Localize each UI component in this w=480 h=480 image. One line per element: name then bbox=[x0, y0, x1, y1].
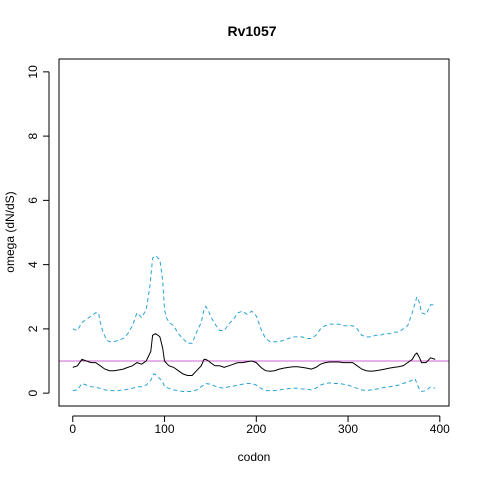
y-tick-label: 2 bbox=[26, 325, 40, 332]
y-tick-label: 4 bbox=[26, 261, 40, 268]
y-axis: 0 2 4 6 8 10 bbox=[26, 65, 50, 396]
x-tick-label: 300 bbox=[338, 422, 358, 436]
series-line-mean bbox=[72, 333, 436, 376]
chart-title: Rv1057 bbox=[227, 23, 276, 39]
x-tick-label: 100 bbox=[155, 422, 175, 436]
x-axis: 0 100 200 300 400 bbox=[69, 415, 450, 436]
series-line-upper bbox=[72, 254, 436, 344]
y-tick-label: 6 bbox=[26, 197, 40, 204]
x-tick-label: 200 bbox=[246, 422, 266, 436]
x-tick-label: 400 bbox=[430, 422, 450, 436]
y-tick-label: 8 bbox=[26, 132, 40, 139]
y-axis-label: omega (dN/dS) bbox=[3, 191, 17, 272]
y-tick-label: 0 bbox=[26, 389, 40, 396]
series-line-lower bbox=[72, 373, 436, 393]
plot-area bbox=[59, 254, 449, 393]
y-tick-label: 10 bbox=[26, 65, 40, 79]
x-tick-label: 0 bbox=[69, 422, 76, 436]
plot-frame bbox=[58, 58, 450, 407]
x-axis-label: codon bbox=[238, 450, 271, 464]
